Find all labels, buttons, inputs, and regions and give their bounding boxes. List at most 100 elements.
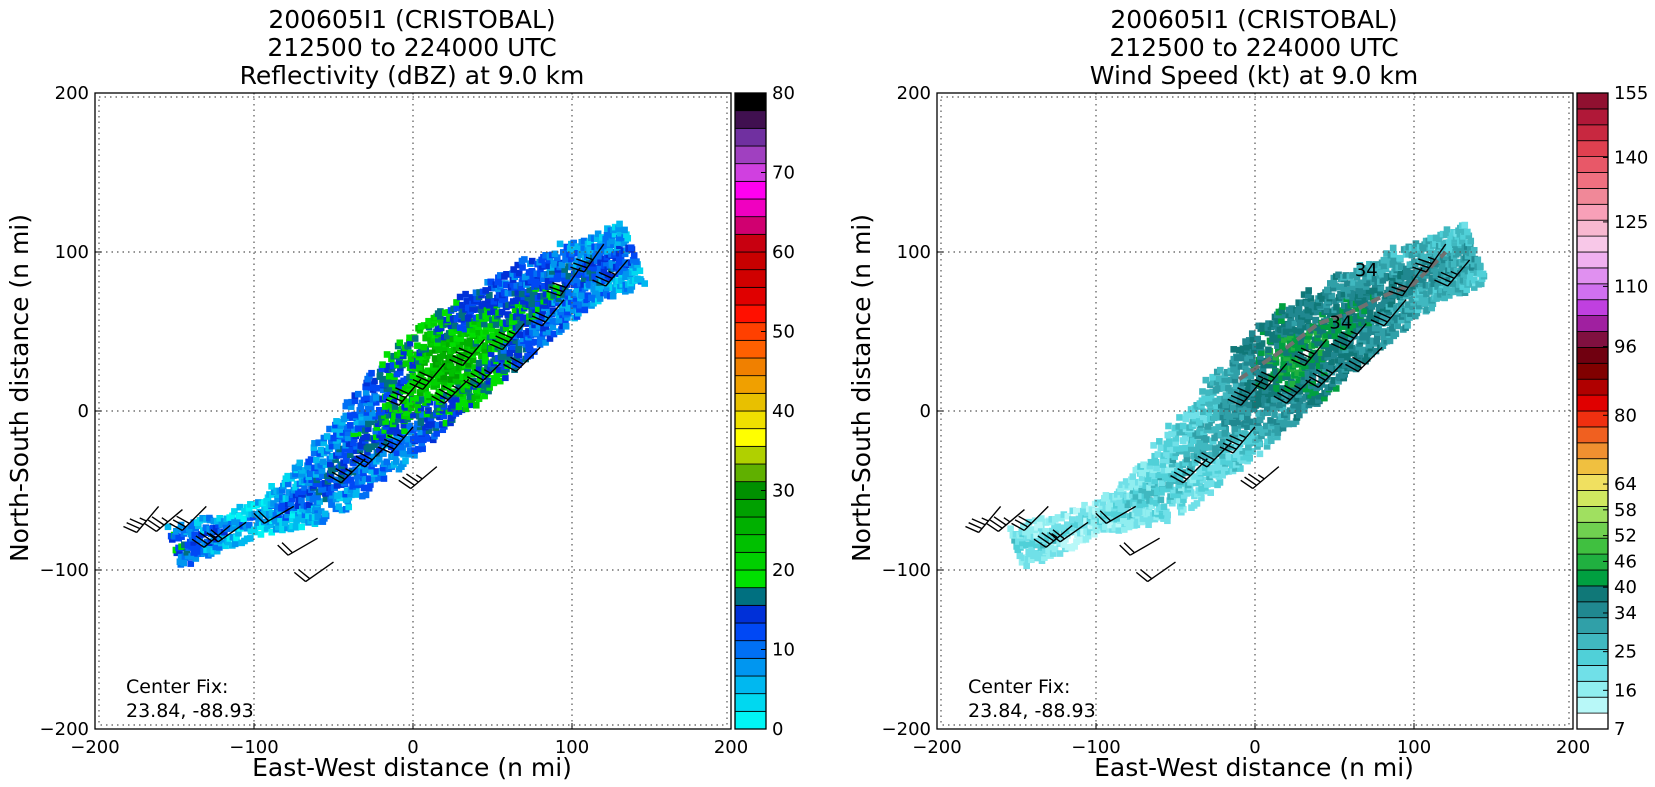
title-line-3: Reflectivity (dBZ) at 9.0 km — [240, 61, 585, 90]
data-cell — [306, 501, 313, 508]
data-cell — [1231, 425, 1239, 432]
data-cell — [1032, 549, 1040, 557]
data-cell — [206, 514, 213, 522]
data-cell — [1221, 468, 1228, 476]
contour-label: 34 — [1355, 260, 1378, 281]
data-cell — [584, 292, 592, 299]
data-cell — [1282, 328, 1290, 335]
data-cell — [524, 294, 532, 301]
data-cell — [216, 544, 223, 551]
data-cell — [555, 272, 562, 279]
data-cell — [1285, 420, 1293, 428]
data-cell — [1175, 462, 1183, 470]
data-cell — [1287, 393, 1295, 401]
data-cell — [531, 338, 539, 346]
colorbar-bin — [734, 392, 767, 412]
data-cell — [1466, 243, 1474, 251]
data-cell — [1470, 284, 1478, 291]
data-cell — [1269, 390, 1277, 397]
data-cell — [300, 502, 308, 509]
data-cell — [614, 239, 622, 246]
data-cell — [468, 401, 475, 409]
data-cell — [379, 361, 386, 368]
data-cell — [455, 343, 463, 351]
data-cell — [1265, 346, 1272, 354]
data-cell — [1239, 447, 1246, 455]
data-cell — [1414, 306, 1422, 314]
data-cell — [1308, 301, 1316, 309]
data-cell — [180, 559, 188, 567]
data-cell — [1042, 528, 1049, 535]
data-cell — [1384, 312, 1392, 320]
data-cell — [1389, 277, 1397, 284]
data-cell — [1371, 286, 1379, 294]
data-cell — [1245, 337, 1253, 344]
data-cell — [1167, 464, 1175, 471]
data-cell — [472, 314, 480, 322]
data-cell — [521, 256, 528, 263]
colorbar-bin — [1576, 203, 1609, 221]
data-cell — [284, 472, 291, 480]
colorbar-tick-label: 40 — [772, 401, 795, 422]
data-cell — [245, 504, 253, 512]
data-cell — [1419, 280, 1426, 287]
data-cell — [514, 261, 522, 269]
data-cell — [1018, 528, 1026, 535]
data-cell — [1019, 539, 1026, 547]
data-cell — [1239, 379, 1247, 387]
data-cell — [231, 540, 239, 548]
data-cell — [1405, 243, 1413, 251]
data-cell — [430, 319, 438, 327]
data-cell — [425, 317, 432, 325]
data-cell — [1355, 343, 1363, 351]
colorbar-bin — [734, 375, 767, 394]
data-cell — [1192, 430, 1199, 437]
data-cell — [596, 265, 604, 273]
plot-frame — [936, 92, 1574, 730]
data-cell — [1288, 326, 1296, 333]
data-cell — [1340, 339, 1348, 347]
data-cell — [1255, 322, 1263, 330]
data-cell — [503, 271, 510, 278]
data-cell — [206, 546, 214, 553]
data-cell — [414, 445, 422, 453]
data-cell — [1389, 244, 1397, 252]
data-cell — [1138, 492, 1145, 500]
data-cell — [580, 281, 587, 288]
data-cell — [559, 291, 567, 298]
data-cell — [1265, 320, 1272, 327]
data-cell — [320, 439, 328, 447]
data-cell — [203, 546, 210, 554]
wind-barb — [169, 505, 207, 532]
data-cell — [1274, 342, 1281, 349]
data-cell — [1434, 283, 1441, 290]
data-cell — [353, 418, 361, 426]
data-cell — [457, 330, 465, 337]
x-tick-label: 100 — [1397, 737, 1431, 758]
data-cell — [1203, 426, 1211, 434]
data-cell — [536, 341, 544, 348]
colorbar-bin — [1576, 442, 1609, 460]
data-cell — [1212, 445, 1219, 452]
data-cell — [1165, 422, 1172, 430]
colorbar-bin — [734, 463, 767, 483]
data-cell — [1331, 326, 1338, 334]
data-cell — [362, 466, 369, 474]
data-cell — [1259, 370, 1267, 378]
data-cell — [350, 439, 357, 447]
data-cell — [1033, 541, 1040, 549]
data-cell — [503, 281, 510, 289]
data-cell — [390, 377, 398, 385]
data-cell — [1464, 228, 1471, 236]
data-cell — [583, 296, 590, 304]
data-cell — [1279, 385, 1286, 392]
data-cell — [310, 449, 318, 457]
data-cell — [299, 467, 306, 474]
data-cell — [1327, 362, 1334, 369]
wind-barbs — [965, 243, 1471, 583]
data-cell — [451, 322, 459, 330]
data-cell — [1362, 287, 1369, 295]
data-cell — [1272, 359, 1280, 366]
